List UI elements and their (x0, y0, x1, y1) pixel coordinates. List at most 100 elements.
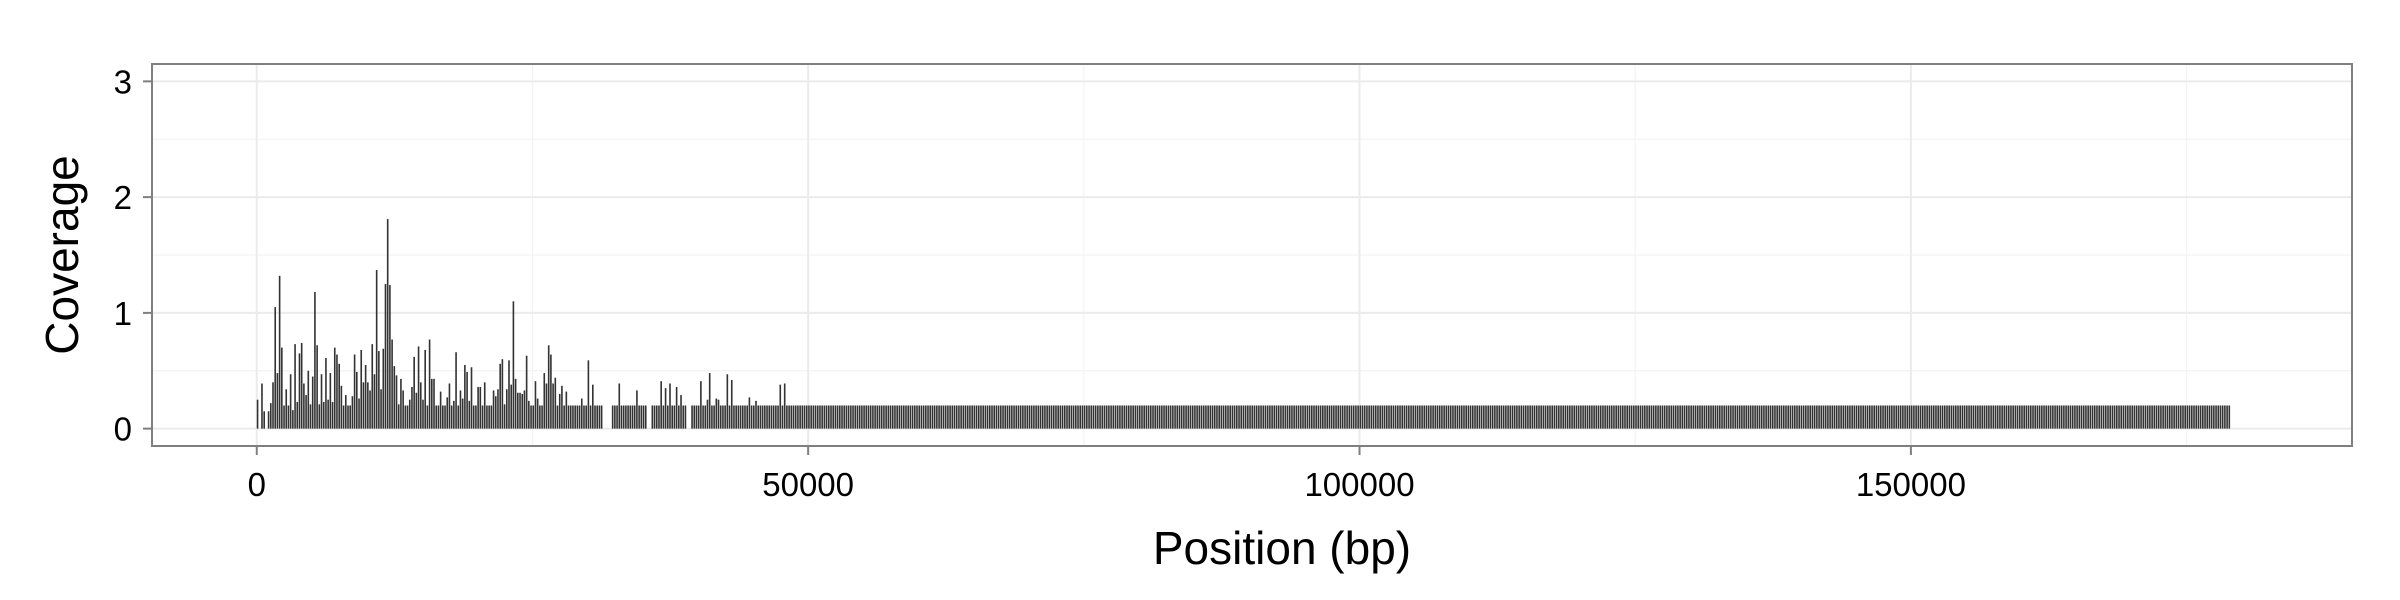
coverage-bar (442, 405, 444, 429)
coverage-bar (1002, 405, 1004, 429)
coverage-bar (1363, 405, 1366, 429)
coverage-bar (719, 405, 722, 429)
coverage-bar (1677, 405, 1679, 429)
coverage-bar (1824, 405, 1827, 429)
coverage-bar (847, 405, 850, 429)
coverage-bar (1771, 405, 1774, 429)
coverage-bar (1794, 405, 1796, 429)
coverage-bar (1683, 405, 1686, 429)
coverage-bar (693, 405, 696, 429)
coverage-bar (2016, 405, 2019, 429)
coverage-bar (322, 402, 325, 429)
coverage-bar (503, 404, 506, 429)
coverage-bar (554, 377, 557, 429)
coverage-bar (911, 405, 914, 429)
coverage-bar (1714, 405, 1717, 429)
coverage-bar (1326, 405, 1329, 429)
coverage-bar (722, 405, 724, 429)
coverage-bar (869, 405, 872, 429)
coverage-bar (872, 405, 874, 429)
coverage-bar (1985, 405, 1988, 429)
coverage-bar (1494, 405, 1496, 429)
coverage-bar (1767, 405, 1770, 429)
coverage-bar (1169, 405, 1172, 429)
coverage-bar (1558, 405, 1560, 429)
coverage-bar (964, 405, 967, 429)
coverage-bar (483, 382, 486, 429)
coverage-bar (995, 405, 998, 429)
coverage-bar (929, 405, 932, 429)
coverage-bar (803, 405, 806, 429)
coverage-bar (2003, 405, 2006, 429)
coverage-bar (988, 405, 991, 429)
coverage-bar (2166, 405, 2169, 429)
coverage-bar (1725, 405, 1728, 429)
coverage-bar (1430, 405, 1432, 429)
coverage-bar (1008, 405, 1011, 429)
coverage-bar (2221, 405, 2224, 429)
coverage-bar (2065, 405, 2067, 429)
coverage-bar (1022, 405, 1024, 429)
coverage-bar (704, 405, 707, 429)
coverage-bar (281, 347, 283, 429)
coverage-bar (1657, 405, 1659, 429)
coverage-bar (810, 405, 812, 429)
coverage-bar (1077, 405, 1079, 429)
coverage-bars (256, 219, 2231, 429)
coverage-bar (955, 405, 958, 429)
coverage-bar (1562, 405, 1565, 429)
coverage-bar (2069, 405, 2072, 429)
coverage-bar (1397, 405, 1399, 429)
x-tick-label: 0 (248, 466, 266, 503)
coverage-bar (2199, 405, 2202, 429)
coverage-bar (678, 405, 680, 429)
coverage-bar (2010, 405, 2012, 429)
coverage-bar (1500, 405, 1503, 429)
coverage-bar (1189, 405, 1192, 429)
coverage-bar (499, 363, 501, 429)
coverage-bar (1350, 405, 1353, 429)
coverage-bar (1090, 405, 1093, 429)
coverage-bar (845, 405, 848, 429)
coverage-bar (1630, 405, 1633, 429)
coverage-bar (1981, 405, 1984, 429)
coverage-bar (986, 405, 989, 429)
coverage-bar (1553, 405, 1556, 429)
coverage-bar (2060, 405, 2063, 429)
coverage-bar (2160, 405, 2162, 429)
coverage-bar (1233, 405, 1236, 429)
coverage-bar (863, 405, 865, 429)
coverage-bar (916, 405, 918, 429)
coverage-bar (1756, 405, 1759, 429)
coverage-bar (1511, 405, 1514, 429)
coverage-bar (1633, 405, 1635, 429)
coverage-bar (1560, 405, 1562, 429)
coverage-bar (1238, 405, 1240, 429)
x-tick-label: 150000 (1856, 466, 1966, 503)
coverage-bar (931, 405, 934, 429)
coverage-bar (1099, 405, 1101, 429)
y-axis-title: Coverage (36, 155, 88, 354)
coverage-bar (790, 405, 793, 429)
coverage-bar (1154, 405, 1157, 429)
coverage-bar (2186, 405, 2189, 429)
coverage-bar (1723, 405, 1726, 429)
coverage-bar (2005, 405, 2008, 429)
coverage-bar (2171, 405, 2173, 429)
coverage-bar (1880, 405, 1882, 429)
coverage-bar (1467, 405, 1470, 429)
coverage-bar (1782, 405, 1785, 429)
coverage-bar (2219, 405, 2222, 429)
coverage-bar (1125, 405, 1128, 429)
coverage-bar (1198, 405, 1201, 429)
coverage-bar (501, 359, 504, 429)
coverage-bar (966, 405, 969, 429)
coverage-bar (759, 405, 762, 429)
coverage-bar (1716, 405, 1719, 429)
coverage-bar (406, 405, 409, 429)
coverage-bar (453, 400, 455, 429)
coverage-bar (1161, 405, 1163, 429)
x-tick-label: 100000 (1304, 466, 1414, 503)
coverage-bar (2058, 405, 2061, 429)
coverage-bar (1765, 405, 1767, 429)
